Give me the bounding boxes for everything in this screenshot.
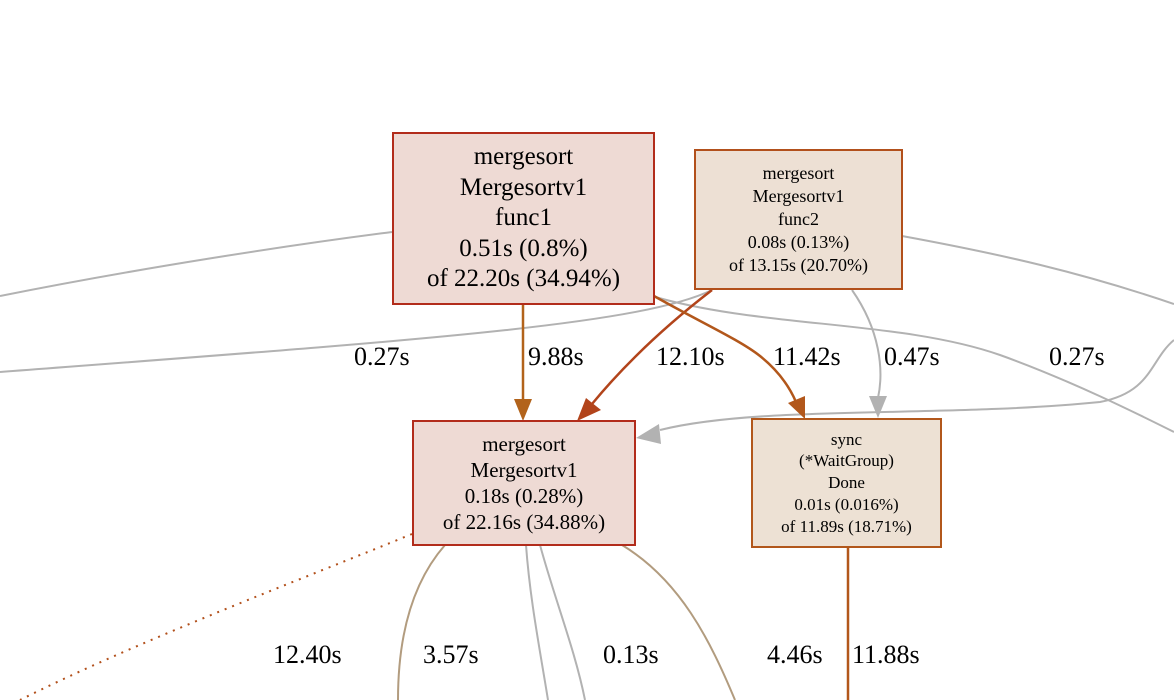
edge-label-bottom-5: 11.88s: [852, 640, 920, 669]
node-sync-waitgroup-done[interactable]: sync (*WaitGroup) Done 0.01s (0.016%) of…: [751, 418, 942, 548]
node-mergesort-mergesortv1[interactable]: mergesort Mergesortv1 0.18s (0.28%) of 2…: [412, 420, 636, 546]
node-func2-package: mergesort: [762, 163, 835, 183]
edge-label-func1-to-mergesortv1: 9.88s: [528, 342, 584, 371]
node-waitgroup-function: Done: [828, 473, 865, 493]
edge-label-bottom-3: 0.13s: [603, 640, 659, 669]
arrowhead-right-into-mergesortv1: [636, 424, 661, 444]
node-mergesort-func1[interactable]: mergesort Mergesortv1 func1 0.51s (0.8%)…: [392, 132, 655, 305]
edge-label-right: 0.27s: [1049, 342, 1105, 371]
edge-func2-out-right: [901, 235, 1174, 305]
node-mergesortv1-flat: 0.18s (0.28%): [464, 484, 584, 508]
edge-label-bottom-1: 12.40s: [273, 640, 342, 669]
edge-mergesortv1-down-4: [621, 544, 736, 700]
edge-label-bottom-4: 4.46s: [767, 640, 823, 669]
edge-right-into-mergesortv1: [659, 339, 1174, 431]
edge-mergesortv1-down-1: [397, 544, 446, 700]
node-waitgroup-flat: 0.01s (0.016%): [794, 494, 899, 514]
edge-mergesortv1-down-2: [525, 544, 549, 700]
node-mergesortv1-cum: of 22.16s (34.88%): [442, 510, 606, 534]
node-mergesort-func2[interactable]: mergesort Mergesortv1 func2 0.08s (0.13%…: [694, 149, 903, 290]
arrowhead-func2-to-waitgroup: [869, 396, 887, 418]
edge-label-func1-to-waitgroup: 11.42s: [773, 342, 841, 371]
node-func1-function: func1: [495, 204, 552, 232]
edge-dotted-lower-left: [19, 533, 413, 700]
arrowhead-func1-to-mergesortv1: [514, 399, 532, 421]
node-func2-function: func2: [778, 209, 819, 229]
node-waitgroup-cum: of 11.89s (18.71%): [781, 516, 912, 536]
edge-func2-to-mergesortv1: [591, 289, 713, 405]
edge-func1-out-right: [651, 295, 1174, 433]
node-func1-cum: of 22.20s (34.94%): [426, 265, 621, 293]
node-func1-flat: 0.51s (0.8%): [459, 234, 588, 262]
node-func1-package: mergesort: [473, 143, 574, 171]
arrowhead-func2-to-mergesortv1: [577, 398, 601, 421]
node-func2-flat: 0.08s (0.13%): [747, 232, 850, 252]
edge-mergesortv1-down-3: [539, 544, 586, 700]
node-waitgroup-package: sync: [830, 429, 863, 449]
node-func1-type: Mergesortv1: [459, 173, 588, 201]
edge-label-bottom-2: 3.57s: [423, 640, 479, 669]
node-waitgroup-type: (*WaitGroup): [799, 451, 894, 471]
node-func2-cum: of 13.15s (20.70%): [729, 255, 868, 275]
edge-func2-to-waitgroup: [851, 289, 882, 399]
edge-label-func2-to-mergesortv1: 12.10s: [656, 342, 725, 371]
edge-func1-to-waitgroup: [653, 294, 798, 403]
node-func2-type: Mergesortv1: [752, 186, 845, 206]
arrowhead-func1-to-waitgroup: [788, 396, 805, 419]
edge-func2-out-left: [0, 289, 713, 373]
edge-label-left-out: 0.27s: [354, 342, 410, 371]
edge-label-func2-to-waitgroup: 0.47s: [884, 342, 940, 371]
edge-left-into-func1: [0, 231, 393, 297]
node-mergesortv1-function: Mergesortv1: [470, 458, 578, 482]
node-mergesortv1-package: mergesort: [482, 432, 566, 456]
